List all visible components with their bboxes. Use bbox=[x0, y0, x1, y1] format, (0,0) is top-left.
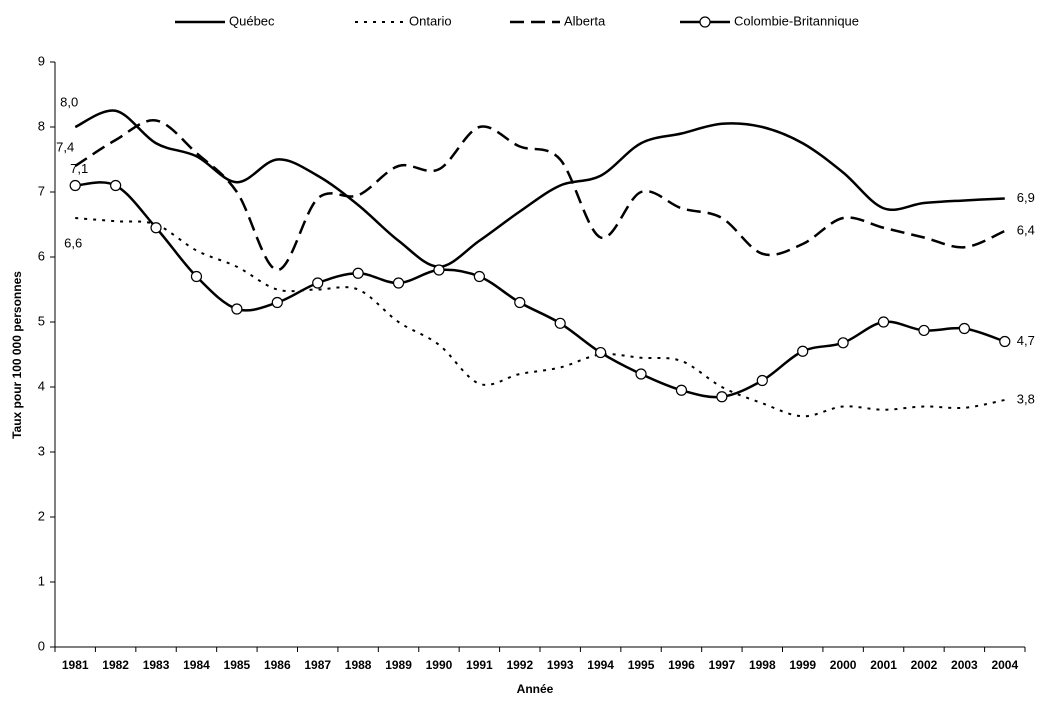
point-marker bbox=[69, 179, 81, 192]
point-marker bbox=[554, 317, 566, 329]
legend-label: Ontario bbox=[409, 13, 452, 28]
data-label: 7,4 bbox=[56, 139, 74, 154]
y-tick-label: 6 bbox=[38, 248, 45, 263]
point-marker bbox=[312, 277, 324, 289]
x-tick-label: 2003 bbox=[951, 658, 978, 672]
point-marker bbox=[190, 270, 203, 283]
point-marker bbox=[352, 267, 364, 279]
x-tick-label: 1985 bbox=[224, 658, 251, 672]
point-marker bbox=[150, 222, 162, 234]
point-marker bbox=[999, 335, 1011, 348]
data-label: 4,7 bbox=[1017, 333, 1035, 348]
y-tick-label: 3 bbox=[38, 443, 45, 458]
x-tick-label: 1987 bbox=[304, 658, 331, 672]
point-marker bbox=[716, 391, 728, 403]
legend-label: Alberta bbox=[564, 13, 606, 28]
x-tick-label: 1981 bbox=[62, 658, 89, 672]
y-tick-label: 9 bbox=[38, 53, 45, 68]
series-line bbox=[74, 119, 1006, 272]
x-tick-label: 1988 bbox=[345, 658, 372, 672]
x-tick-label: 1992 bbox=[506, 658, 533, 672]
x-tick-label: 1983 bbox=[143, 658, 170, 672]
x-tick-label: 1991 bbox=[466, 658, 493, 672]
x-tick-label: 1990 bbox=[426, 658, 453, 672]
y-tick-label: 1 bbox=[38, 573, 45, 588]
point-marker bbox=[918, 324, 930, 337]
x-tick-label: 1997 bbox=[709, 658, 736, 672]
x-tick-label: 1989 bbox=[385, 658, 412, 672]
point-marker bbox=[877, 316, 890, 328]
data-label: 6,4 bbox=[1017, 222, 1035, 237]
series-line bbox=[74, 109, 1005, 269]
point-marker bbox=[271, 296, 283, 309]
y-tick-label: 5 bbox=[38, 313, 45, 328]
point-marker bbox=[675, 384, 688, 396]
point-marker bbox=[595, 346, 607, 359]
legend-label: Québec bbox=[229, 13, 275, 28]
series-line bbox=[75, 181, 1006, 399]
point-marker bbox=[110, 179, 122, 192]
data-label: 3,8 bbox=[1017, 391, 1035, 406]
x-axis-label: Année bbox=[517, 682, 554, 696]
x-tick-label: 1982 bbox=[102, 658, 129, 672]
data-label: 6,6 bbox=[64, 235, 82, 250]
x-tick-label: 1986 bbox=[264, 658, 291, 672]
point-marker bbox=[837, 337, 849, 349]
data-label: 7,1 bbox=[70, 161, 88, 176]
point-marker bbox=[473, 270, 485, 283]
x-tick-label: 1994 bbox=[587, 658, 614, 672]
point-marker bbox=[635, 368, 647, 380]
x-tick-label: 2001 bbox=[870, 658, 897, 672]
x-tick-label: 2004 bbox=[991, 658, 1018, 672]
legend-marker bbox=[699, 16, 711, 28]
x-tick-label: 1984 bbox=[183, 658, 210, 672]
y-tick-label: 2 bbox=[38, 508, 45, 523]
y-axis-label: Taux pour 100 000 personnes bbox=[10, 271, 24, 439]
point-marker bbox=[514, 296, 526, 309]
x-tick-label: 1999 bbox=[789, 658, 816, 672]
series-line bbox=[75, 217, 1005, 418]
x-tick-label: 1995 bbox=[628, 658, 655, 672]
point-marker bbox=[433, 264, 445, 276]
point-marker bbox=[231, 303, 243, 315]
x-tick-label: 2000 bbox=[830, 658, 857, 672]
y-tick-label: 0 bbox=[38, 638, 45, 653]
x-tick-label: 2002 bbox=[911, 658, 938, 672]
legend-label: Colombie-Britannique bbox=[734, 13, 859, 28]
point-marker bbox=[392, 277, 405, 289]
y-tick-label: 7 bbox=[38, 183, 45, 198]
y-tick-label: 8 bbox=[38, 118, 45, 133]
data-label: 8,0 bbox=[60, 94, 78, 109]
point-marker bbox=[958, 322, 970, 335]
y-tick-label: 4 bbox=[38, 378, 45, 393]
point-marker bbox=[756, 374, 768, 387]
point-marker bbox=[797, 345, 809, 357]
x-tick-label: 1996 bbox=[668, 658, 695, 672]
x-tick-label: 1998 bbox=[749, 658, 776, 672]
x-tick-label: 1993 bbox=[547, 658, 574, 672]
data-label: 6,9 bbox=[1017, 190, 1035, 205]
